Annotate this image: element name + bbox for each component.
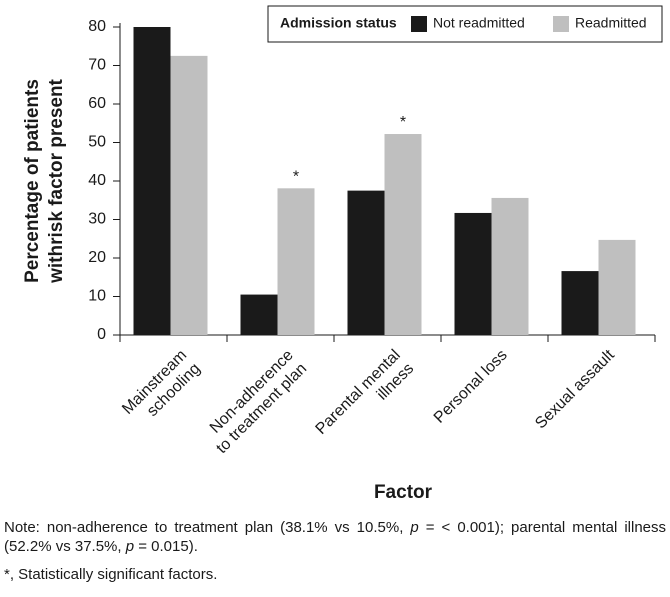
y-tick-label: 60 (88, 95, 106, 112)
legend-title: Admission status (280, 15, 397, 31)
x-axis-title: Factor (374, 482, 433, 503)
note-text: p (125, 538, 135, 555)
note-text: = < 0.001); parental mental illness (52.… (4, 519, 667, 555)
y-axis-title: Percentage of patients (22, 79, 43, 283)
bar (240, 294, 278, 335)
legend-swatch (553, 16, 569, 32)
bar (454, 212, 492, 335)
legend-label: Readmitted (575, 15, 647, 31)
note: Note: non-adherence to treatment plan (3… (4, 518, 666, 556)
y-tick-label: 30 (88, 211, 106, 228)
y-tick-label: 80 (88, 18, 106, 35)
legend-box (267, 5, 663, 43)
bar (491, 197, 529, 335)
bar (347, 190, 385, 335)
note-text: p (410, 519, 419, 536)
bar (561, 271, 599, 335)
bar (170, 55, 208, 335)
bar (598, 239, 636, 335)
note-text: = 0.015). (134, 538, 198, 555)
bar (277, 188, 315, 335)
bar (133, 27, 171, 335)
footnote: *, Statistically significant factors. (4, 566, 218, 583)
chart: Factor Percentage of patients withrisk f… (22, 5, 663, 503)
bar (384, 134, 422, 335)
note-text: Note: non-adherence to treatment plan (3… (4, 519, 411, 536)
significance-marker: * (400, 114, 406, 131)
y-tick-label: 40 (88, 172, 106, 189)
y-tick-label: 50 (88, 134, 106, 151)
y-tick-label: 0 (97, 326, 106, 343)
legend-swatch (411, 16, 427, 32)
y-tick-label: 10 (88, 288, 106, 305)
legend-label: Not readmitted (433, 15, 525, 31)
significance-marker: * (293, 169, 299, 186)
y-axis-title: withrisk factor present (46, 78, 67, 283)
y-tick-label: 70 (88, 57, 106, 74)
y-tick-label: 20 (88, 249, 106, 266)
